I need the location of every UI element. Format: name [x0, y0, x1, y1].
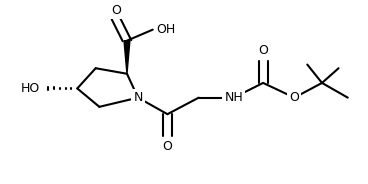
Text: O: O — [258, 44, 268, 57]
Text: NH: NH — [224, 91, 243, 104]
Text: OH: OH — [156, 23, 176, 36]
Text: O: O — [111, 4, 121, 17]
Polygon shape — [124, 41, 130, 74]
Text: N: N — [133, 91, 143, 104]
Text: O: O — [290, 91, 299, 104]
Text: O: O — [163, 140, 172, 153]
Text: HO: HO — [21, 82, 40, 95]
